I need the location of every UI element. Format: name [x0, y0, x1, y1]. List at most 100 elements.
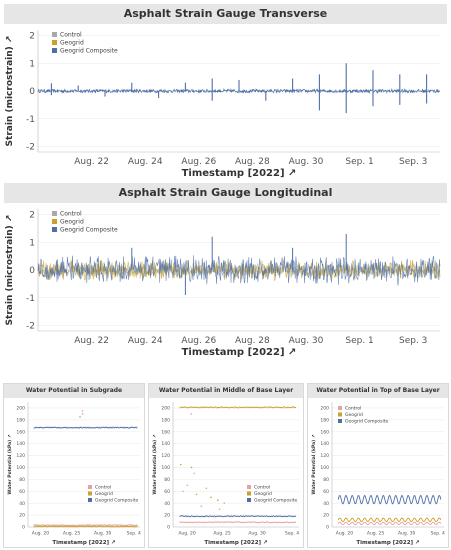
y-tick-label: 100 — [161, 465, 170, 471]
data-point — [96, 426, 99, 429]
data-point — [85, 427, 87, 429]
data-point — [124, 524, 126, 526]
data-point — [82, 524, 84, 526]
data-point — [214, 406, 216, 408]
data-point — [237, 521, 239, 523]
y-tick-label: 0 — [326, 525, 329, 531]
data-point — [194, 516, 196, 518]
data-point — [222, 407, 224, 409]
data-point — [279, 407, 281, 409]
data-point — [191, 515, 194, 517]
x-axis-title: Timestamp [2022] ↗ — [204, 540, 267, 546]
data-point — [290, 521, 292, 523]
y-tick-label: 80 — [323, 477, 329, 483]
data-point — [246, 515, 248, 517]
data-point — [81, 427, 83, 429]
data-point — [95, 526, 97, 528]
y-tick-label: 140 — [16, 441, 25, 447]
data-point — [62, 525, 64, 527]
legend-label: Geogrid Composite — [254, 498, 298, 504]
data-point — [187, 515, 189, 517]
series-line — [337, 517, 442, 523]
data-point — [75, 526, 77, 528]
data-point — [187, 521, 189, 524]
data-point — [209, 521, 211, 523]
data-point — [201, 406, 203, 408]
data-point — [255, 515, 257, 517]
data-point — [114, 526, 116, 528]
data-point — [220, 521, 222, 523]
data-point — [112, 525, 114, 527]
data-point — [233, 515, 235, 517]
legend-swatch — [247, 485, 251, 489]
data-point — [267, 515, 269, 517]
data-point — [228, 407, 230, 409]
data-point — [277, 515, 279, 517]
data-point — [192, 406, 195, 408]
y-tick-label: 0 — [29, 87, 35, 97]
data-point — [136, 525, 138, 527]
data-point — [283, 515, 285, 518]
y-tick-label: -2 — [26, 322, 35, 332]
data-point — [99, 525, 101, 527]
data-point — [244, 406, 246, 408]
data-point — [280, 406, 282, 409]
data-point — [233, 521, 235, 523]
data-point — [67, 525, 69, 527]
data-point — [35, 526, 37, 528]
data-point — [268, 516, 270, 518]
data-point — [226, 515, 228, 517]
plot-area — [37, 233, 441, 295]
data-point — [56, 526, 58, 528]
data-point — [207, 515, 209, 517]
data-point — [133, 525, 135, 527]
data-point — [76, 524, 78, 526]
data-point — [252, 521, 254, 523]
data-point — [260, 407, 262, 409]
data-point — [73, 526, 75, 528]
data-point — [230, 406, 232, 408]
data-point — [272, 407, 274, 409]
x-axis-title: Timestamp [2022] ↗ — [182, 168, 297, 179]
data-point — [197, 407, 199, 409]
data-point — [84, 524, 86, 526]
data-point — [107, 526, 109, 528]
data-point — [179, 407, 181, 409]
data-point — [66, 526, 68, 528]
data-point — [179, 521, 181, 523]
data-point — [217, 521, 220, 523]
legend-label: Control — [254, 485, 270, 491]
data-point — [206, 515, 208, 517]
data-point — [253, 515, 255, 518]
data-point — [203, 515, 205, 518]
data-point — [182, 515, 184, 517]
y-tick-label: 60 — [164, 489, 170, 495]
data-point — [283, 406, 285, 408]
data-point — [64, 427, 66, 429]
data-point — [122, 427, 124, 429]
data-point — [213, 522, 215, 524]
data-point — [56, 524, 58, 526]
data-point — [35, 524, 37, 526]
data-point — [111, 524, 113, 526]
data-point — [279, 515, 281, 517]
legend-swatch — [88, 498, 92, 502]
data-point — [124, 427, 126, 429]
data-point — [199, 406, 201, 408]
data-point — [269, 515, 272, 518]
data-point — [264, 521, 266, 524]
data-point — [202, 406, 204, 408]
data-point — [127, 526, 129, 528]
data-point — [209, 515, 211, 517]
data-point — [114, 524, 117, 526]
data-point — [228, 515, 230, 517]
data-point — [279, 521, 281, 523]
y-tick-label: 20 — [323, 513, 329, 519]
data-point — [292, 406, 294, 408]
data-point — [129, 524, 131, 526]
y-tick-label: 40 — [323, 501, 329, 507]
data-point — [72, 427, 74, 429]
